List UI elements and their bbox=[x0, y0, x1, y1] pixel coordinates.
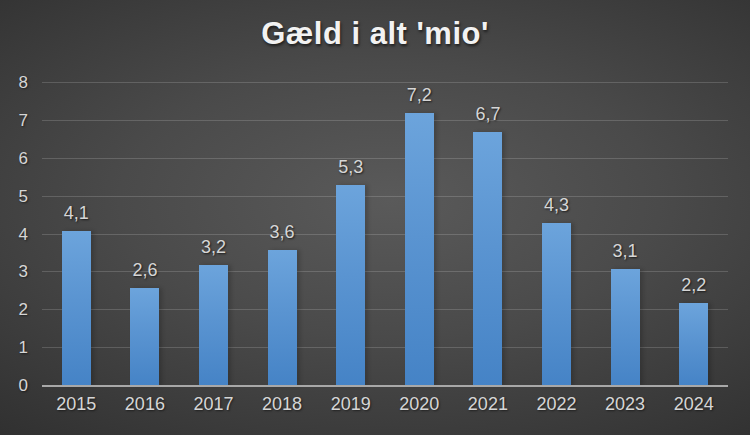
data-label: 4,3 bbox=[522, 195, 591, 216]
data-label: 2,6 bbox=[111, 260, 180, 281]
x-axis-tick-label: 2021 bbox=[454, 394, 523, 415]
y-axis-tick-label: 6 bbox=[0, 149, 28, 169]
x-axis-line bbox=[42, 385, 728, 387]
bar-slot: 5,3 bbox=[316, 83, 385, 386]
x-axis-tick-label: 2016 bbox=[111, 394, 180, 415]
chart-container: Gæld i alt 'mio' 0 1 2 3 4 5 6 7 8 4,1 2,63,23,6 5… bbox=[0, 0, 750, 435]
bar-2021 bbox=[473, 132, 502, 386]
y-axis-tick-label: 5 bbox=[0, 187, 28, 207]
y-axis-tick-label: 2 bbox=[0, 300, 28, 320]
y-axis-tick-label: 7 bbox=[0, 111, 28, 131]
x-axis-tick-label: 2019 bbox=[316, 394, 385, 415]
bar-2018 bbox=[268, 250, 297, 386]
x-axis-tick-label: 2024 bbox=[659, 394, 728, 415]
y-axis-tick-label: 8 bbox=[0, 73, 28, 93]
y-axis-tick-label: 3 bbox=[0, 262, 28, 282]
plot-area: 4,1 2,63,23,6 5,3 7,26,7 4,3 3,1 2,2 bbox=[42, 83, 728, 386]
data-label: 3,2 bbox=[179, 237, 248, 258]
x-axis-tick-label: 2015 bbox=[42, 394, 111, 415]
chart-title: Gæld i alt 'mio' bbox=[0, 16, 750, 52]
bar-2024 bbox=[679, 303, 708, 386]
x-axis-tick-label: 2020 bbox=[385, 394, 454, 415]
bar-slot: 4,1 bbox=[42, 83, 111, 386]
bar-2017 bbox=[199, 265, 228, 386]
bar-slot: 4,3 bbox=[522, 83, 591, 386]
data-label: 2,2 bbox=[659, 275, 728, 296]
y-axis-tick-label: 4 bbox=[0, 225, 28, 245]
data-label: 3,1 bbox=[591, 241, 660, 262]
bar-2022 bbox=[542, 223, 571, 386]
y-axis-tick-label: 0 bbox=[0, 376, 28, 396]
x-axis-tick-label: 2018 bbox=[248, 394, 317, 415]
bar-slot: 3,6 bbox=[248, 83, 317, 386]
bar-slot: 3,2 bbox=[179, 83, 248, 386]
x-axis-tick-label: 2017 bbox=[179, 394, 248, 415]
bar-2019 bbox=[336, 185, 365, 386]
x-axis-tick-label: 2023 bbox=[591, 394, 660, 415]
bar-slot: 6,7 bbox=[454, 83, 523, 386]
bar-slot: 2,2 bbox=[659, 83, 728, 386]
bar-2020 bbox=[405, 113, 434, 386]
bar-2015 bbox=[62, 231, 91, 386]
bar-slot: 7,2 bbox=[385, 83, 454, 386]
bar-slot: 3,1 bbox=[591, 83, 660, 386]
data-label: 5,3 bbox=[316, 157, 385, 178]
bar-slot: 2,6 bbox=[111, 83, 180, 386]
x-axis-tick-label: 2022 bbox=[522, 394, 591, 415]
data-label: 4,1 bbox=[42, 203, 111, 224]
data-label: 7,2 bbox=[385, 85, 454, 106]
data-label: 6,7 bbox=[454, 104, 523, 125]
bar-2023 bbox=[611, 269, 640, 386]
bar-2016 bbox=[130, 288, 159, 386]
y-axis-tick-label: 1 bbox=[0, 338, 28, 358]
y-axis: 012345678 bbox=[0, 83, 28, 386]
data-label: 3,6 bbox=[248, 222, 317, 243]
x-axis: 2015201620172018201920202021202220232024 bbox=[42, 394, 728, 418]
